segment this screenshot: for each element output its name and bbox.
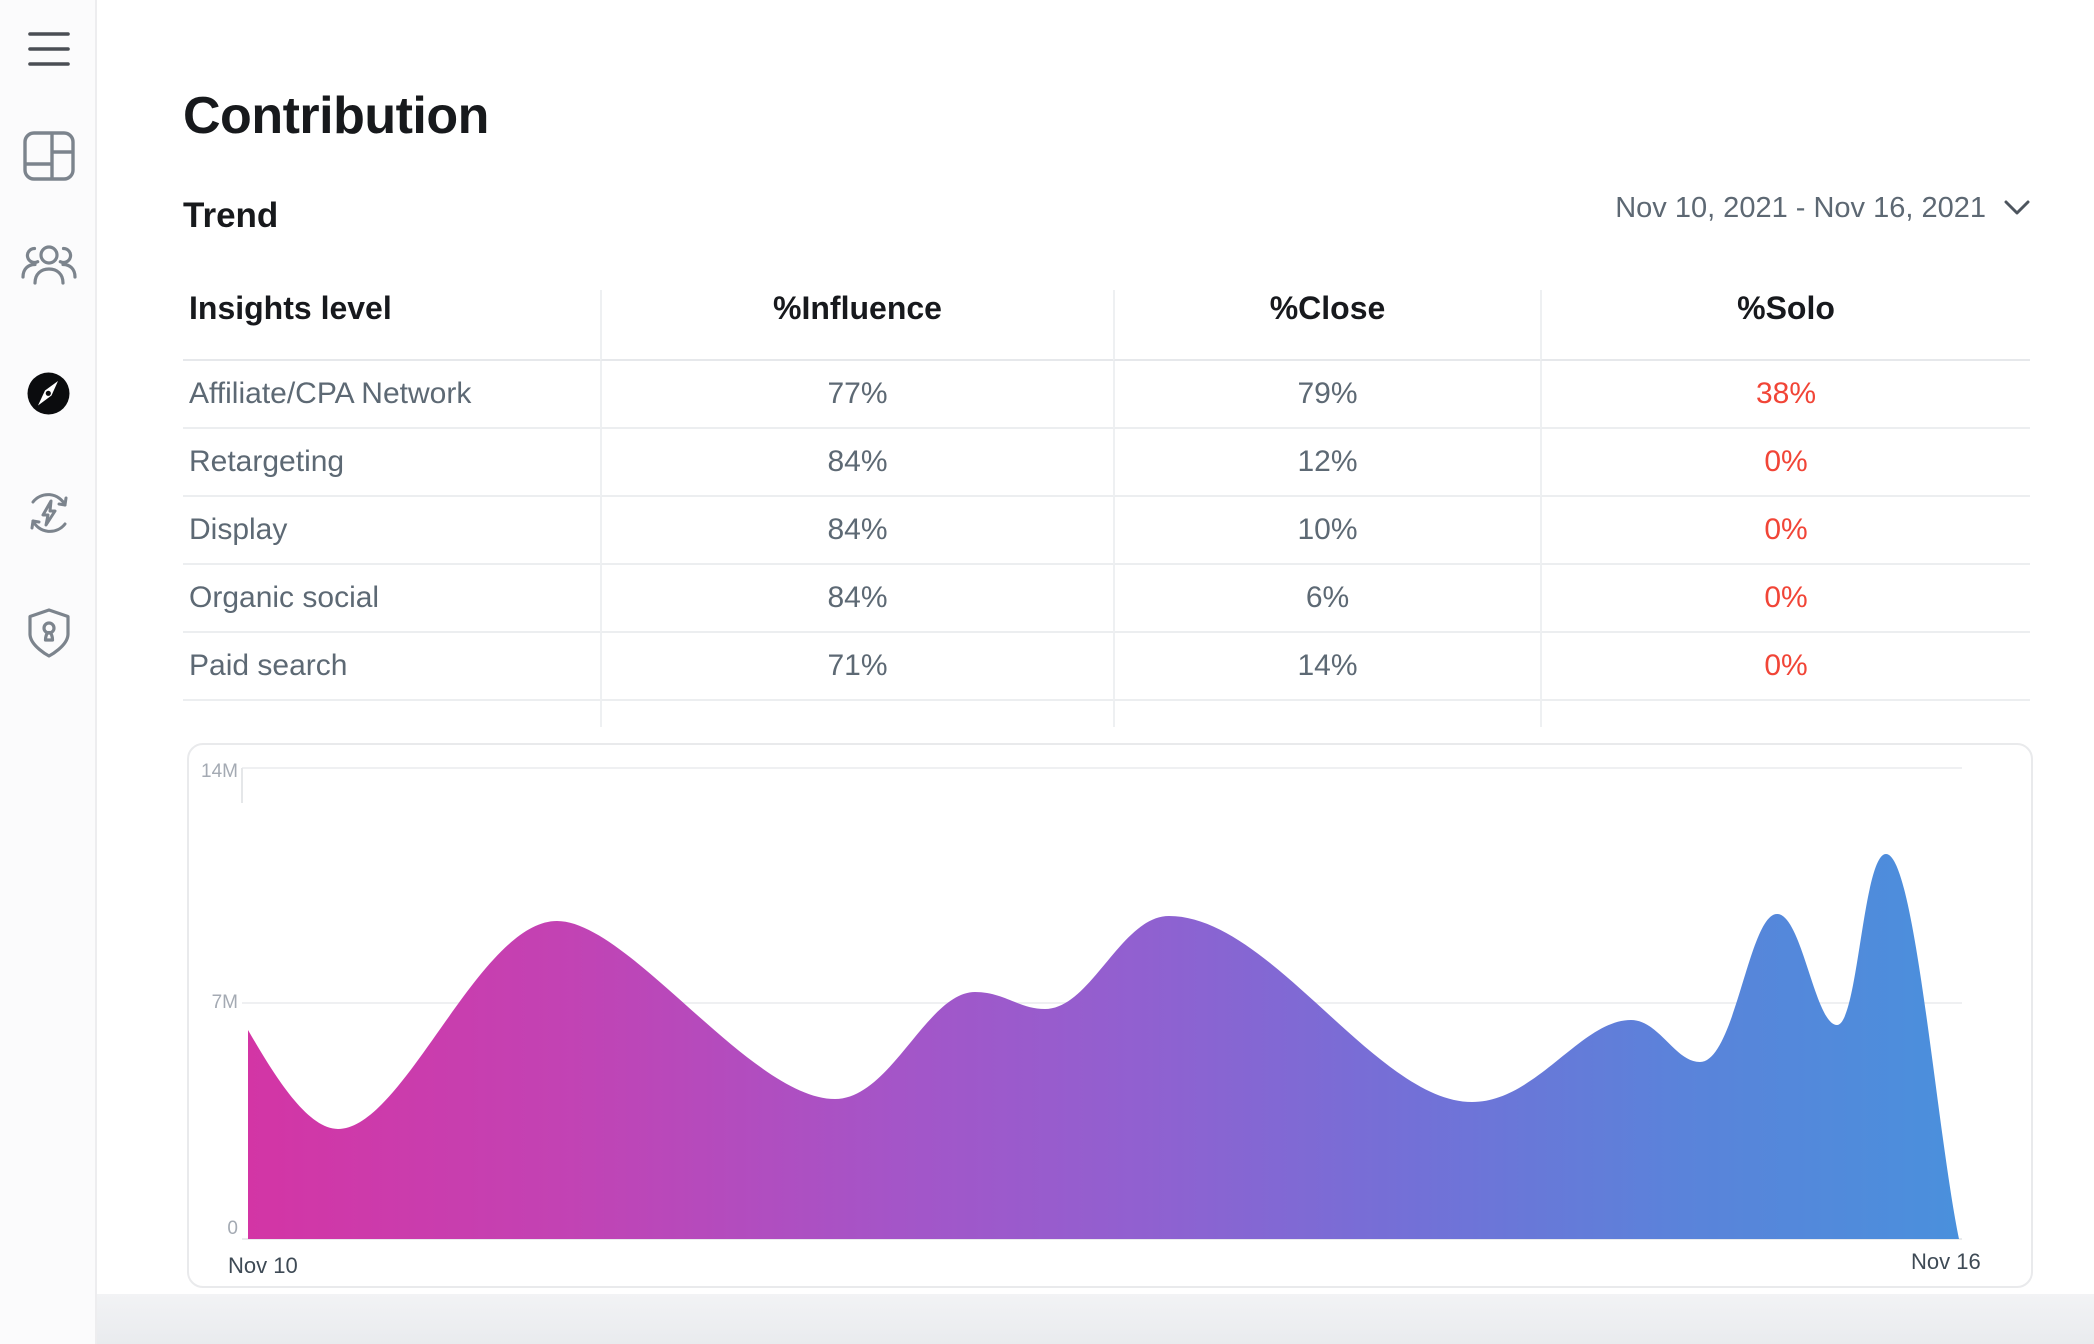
- users-icon: [20, 245, 77, 285]
- cell-solo: 38%: [1540, 361, 2030, 429]
- cell-solo: 0%: [1540, 565, 2030, 633]
- sidebar-item-discover-active[interactable]: [0, 371, 97, 416]
- cell-close: 79%: [1113, 361, 1540, 429]
- column-header-solo: %Solo: [1540, 290, 2030, 361]
- cell-close: 12%: [1113, 429, 1540, 497]
- column-header-influence: %Influence: [600, 290, 1113, 361]
- row-label: Organic social: [183, 565, 600, 633]
- column-header-close: %Close: [1113, 290, 1540, 361]
- table-footer-spacer: [1540, 701, 2030, 727]
- cell-influence: 84%: [600, 497, 1113, 565]
- table-footer-spacer: [1113, 701, 1540, 727]
- cell-solo: 0%: [1540, 429, 2030, 497]
- date-range-picker[interactable]: Nov 10, 2021 - Nov 16, 2021: [1615, 188, 2030, 228]
- cell-close: 14%: [1113, 633, 1540, 701]
- area-series: [248, 854, 1959, 1239]
- trend-section-title: Trend: [183, 196, 279, 235]
- insights-table: Insights level %Influence %Close %Solo A…: [183, 290, 2030, 727]
- page-title: Contribution: [183, 87, 489, 145]
- menu-icon: [27, 32, 70, 66]
- table-footer-spacer: [183, 701, 600, 727]
- cell-solo: 0%: [1540, 497, 2030, 565]
- row-label: Retargeting: [183, 429, 600, 497]
- row-label: Affiliate/CPA Network: [183, 361, 600, 429]
- row-label: Display: [183, 497, 600, 565]
- cell-influence: 84%: [600, 565, 1113, 633]
- cell-close: 10%: [1113, 497, 1540, 565]
- date-range-label: Nov 10, 2021 - Nov 16, 2021: [1615, 191, 1986, 224]
- compass-icon: [27, 372, 70, 415]
- chevron-down-icon: [2004, 200, 2030, 215]
- y-tick-14m: 14M: [201, 761, 238, 782]
- cell-influence: 71%: [600, 633, 1113, 701]
- sidebar: [0, 0, 97, 1344]
- dashboard-layout-icon: [22, 131, 75, 181]
- sidebar-item-automation[interactable]: [0, 489, 97, 537]
- sidebar-item-dashboard[interactable]: [0, 130, 97, 182]
- sync-bolt-icon: [30, 493, 67, 533]
- shield-lock-icon: [27, 608, 70, 658]
- cell-influence: 77%: [600, 361, 1113, 429]
- y-tick-0: 0: [227, 1218, 238, 1239]
- table-footer-spacer: [600, 701, 1113, 727]
- cell-close: 6%: [1113, 565, 1540, 633]
- area-chart-canvas: [241, 767, 1962, 1240]
- sidebar-item-audiences[interactable]: [0, 242, 97, 286]
- cell-influence: 84%: [600, 429, 1113, 497]
- page-bottom-strip: [97, 1294, 2094, 1344]
- column-header-insights-level: Insights level: [183, 290, 600, 361]
- menu-button[interactable]: [0, 30, 97, 68]
- row-label: Paid search: [183, 633, 600, 701]
- cell-solo: 0%: [1540, 633, 2030, 701]
- x-tick-end: Nov 16: [1911, 1249, 1981, 1274]
- sidebar-item-security[interactable]: [0, 607, 97, 659]
- y-tick-7m: 7M: [211, 992, 238, 1013]
- x-tick-start: Nov 10: [228, 1253, 298, 1278]
- trend-area-chart: 14M 7M 0 Nov 10 Nov 16: [187, 743, 2033, 1288]
